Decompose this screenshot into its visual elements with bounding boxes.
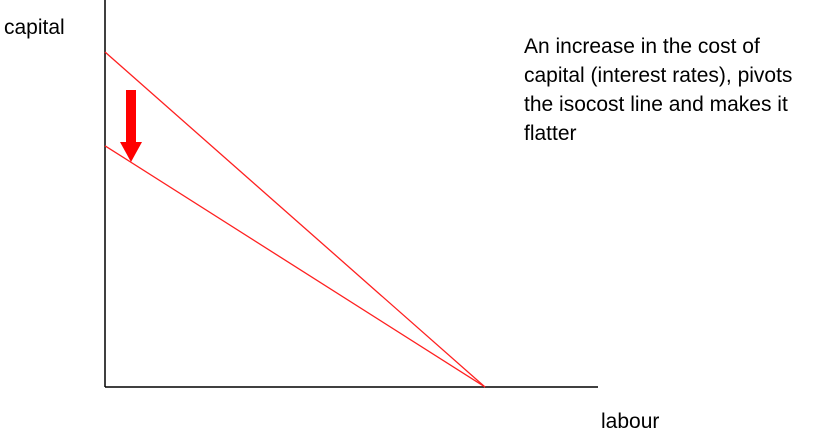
new-isocost-line [104,145,486,388]
original-isocost-line [104,51,486,388]
annotation-text: An increase in the cost of capital (inte… [524,35,793,145]
x-axis-label: labour [601,410,660,433]
y-axis-label: capital [4,16,65,39]
down-arrow-icon [120,90,142,162]
